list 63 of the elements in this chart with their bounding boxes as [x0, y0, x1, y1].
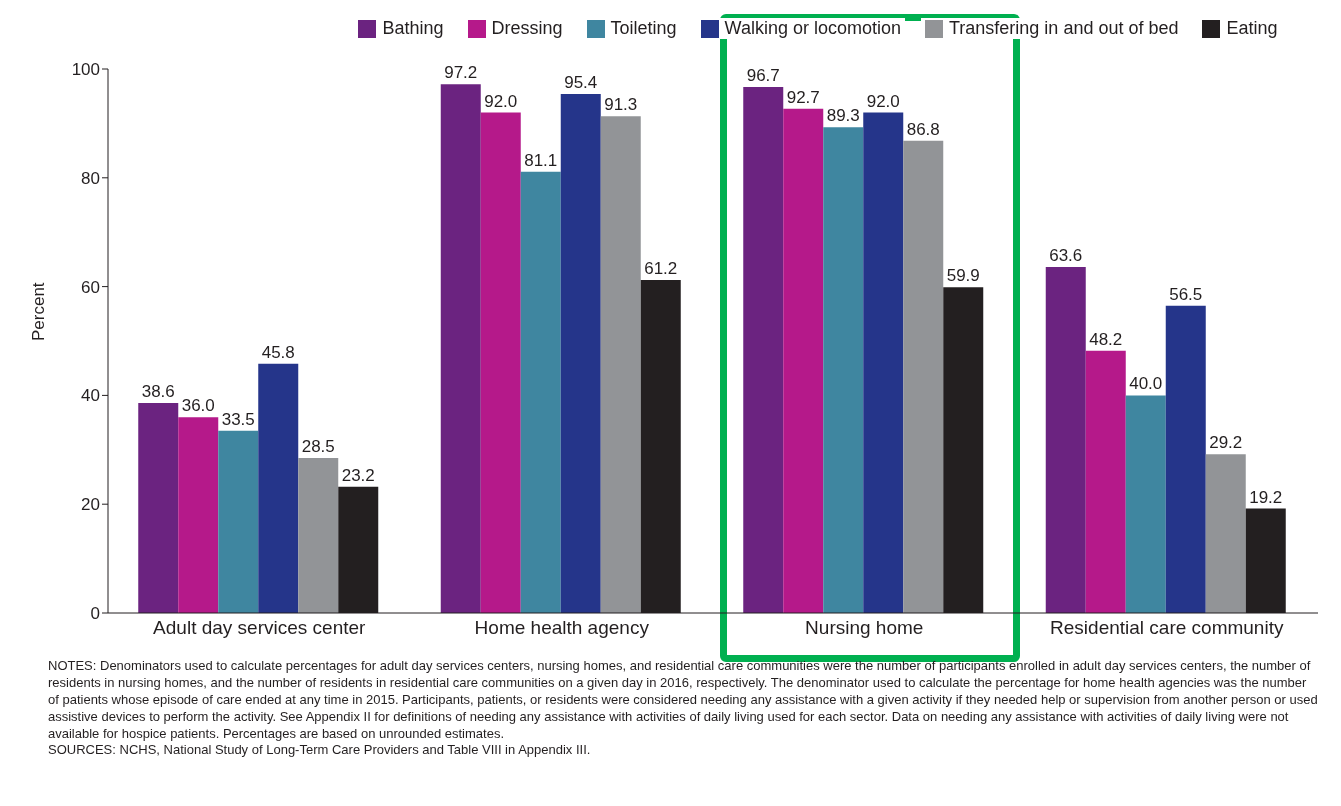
- data-label: 92.7: [786, 87, 820, 107]
- bar: [743, 86, 784, 613]
- data-label: 89.3: [826, 106, 860, 126]
- data-label: 40.0: [1129, 374, 1163, 394]
- x-tick-label: Nursing home: [805, 617, 924, 639]
- bar: [1045, 267, 1086, 613]
- data-label: 86.8: [906, 119, 940, 139]
- data-label: 38.6: [141, 382, 175, 402]
- bar: [298, 457, 339, 613]
- data-label: 19.2: [1249, 487, 1283, 507]
- data-label: 29.2: [1209, 433, 1243, 453]
- bar: [600, 116, 641, 613]
- bar: [218, 430, 259, 613]
- legend-label: Toileting: [610, 18, 677, 39]
- x-tick-label: Adult day services center: [153, 617, 367, 639]
- data-label: 63.6: [1049, 246, 1083, 266]
- y-tick-label: 20: [81, 495, 100, 515]
- data-label: 96.7: [746, 65, 780, 85]
- x-tick-label: Residential care community: [1050, 617, 1284, 639]
- bar: [1085, 350, 1126, 613]
- data-label: 28.5: [301, 436, 335, 456]
- data-label: 95.4: [564, 73, 598, 93]
- bar: [863, 112, 904, 613]
- data-label: 97.2: [444, 63, 478, 83]
- data-label: 92.0: [866, 91, 900, 111]
- bar: [258, 363, 299, 613]
- data-label: 48.2: [1089, 329, 1123, 349]
- bar: [783, 108, 824, 613]
- bar: [823, 127, 864, 613]
- data-label: 59.9: [946, 266, 980, 286]
- y-tick-label: 40: [81, 386, 100, 406]
- legend-label: Bathing: [382, 18, 444, 39]
- data-label: 91.3: [604, 95, 638, 115]
- bar: [1125, 395, 1166, 613]
- data-label: 36.0: [181, 396, 215, 416]
- legend-label: Eating: [1226, 18, 1278, 39]
- y-tick-label: 60: [81, 277, 100, 297]
- y-tick-label: 80: [81, 168, 100, 188]
- x-tick-label: Home health agency: [474, 617, 650, 639]
- data-label: 81.1: [524, 150, 558, 170]
- source-note: SOURCES: NCHS, National Study of Long-Term Care Providers and Table VIII in Appendix III.: [48, 742, 592, 760]
- text: NOTES: Denominators used to calculate percentages for adult day services centers, nursing homes, and residential care communities were the number of participants enrolled in adult day services centers, the number of residents in nursing homes, and the number of residents in residential care communities on a given day in 2016, respectively. The denominator used to calculate the percentage for home health agencies was the number of patients whose episode of care ended at any time in 2015. Participants, patients, or residents were considered needing any assistance with a given activity if they needed help or supervision from another person or used assistive devices to perform the activity. See Appendix II for definitions of needing any assistance with activities of daily living used for each sector. Data on needing any assistance with activities of daily living were not available for hospice patients. Percentages are based on unrounded estimates.: [48, 658, 1318, 743]
- y-tick-label: 0: [90, 604, 100, 624]
- y-axis-title: Percent: [29, 282, 49, 341]
- bar: [520, 171, 561, 613]
- bar: [178, 417, 219, 613]
- bar: [903, 140, 944, 613]
- bar: [138, 403, 179, 613]
- data-label: 33.5: [221, 409, 255, 429]
- data-label: 61.2: [644, 259, 678, 279]
- bar: [1205, 454, 1246, 613]
- legend-label: Transfering in and out of bed: [949, 18, 1179, 39]
- data-label: 56.5: [1169, 284, 1203, 304]
- legend-label: Walking or locomotion: [724, 18, 901, 39]
- bar: [1165, 305, 1206, 613]
- legend-label: Dressing: [491, 18, 563, 39]
- bar: [440, 84, 481, 613]
- bar: [480, 112, 521, 613]
- data-label: 23.2: [341, 465, 375, 485]
- data-label: 92.0: [484, 91, 518, 111]
- bar: [560, 94, 601, 613]
- data-label: 45.8: [261, 342, 295, 362]
- y-tick-label: 100: [71, 60, 100, 80]
